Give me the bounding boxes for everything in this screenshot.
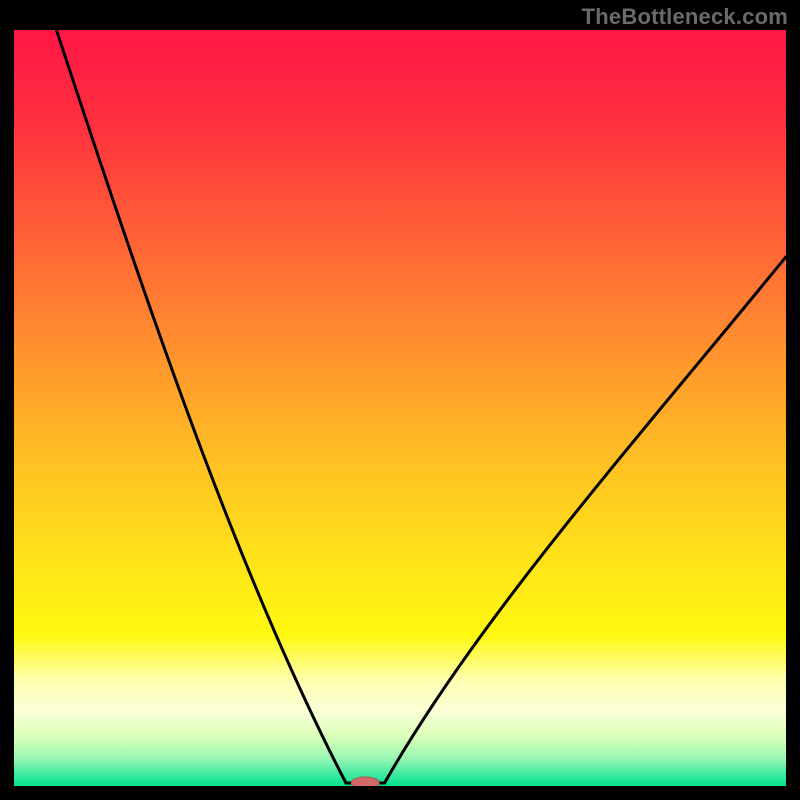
plot-area (14, 30, 786, 786)
optimum-marker (351, 777, 379, 786)
watermark-text: TheBottleneck.com (582, 4, 788, 30)
gradient-background (14, 30, 786, 786)
plot-svg (14, 30, 786, 786)
chart-container: TheBottleneck.com (0, 0, 800, 800)
